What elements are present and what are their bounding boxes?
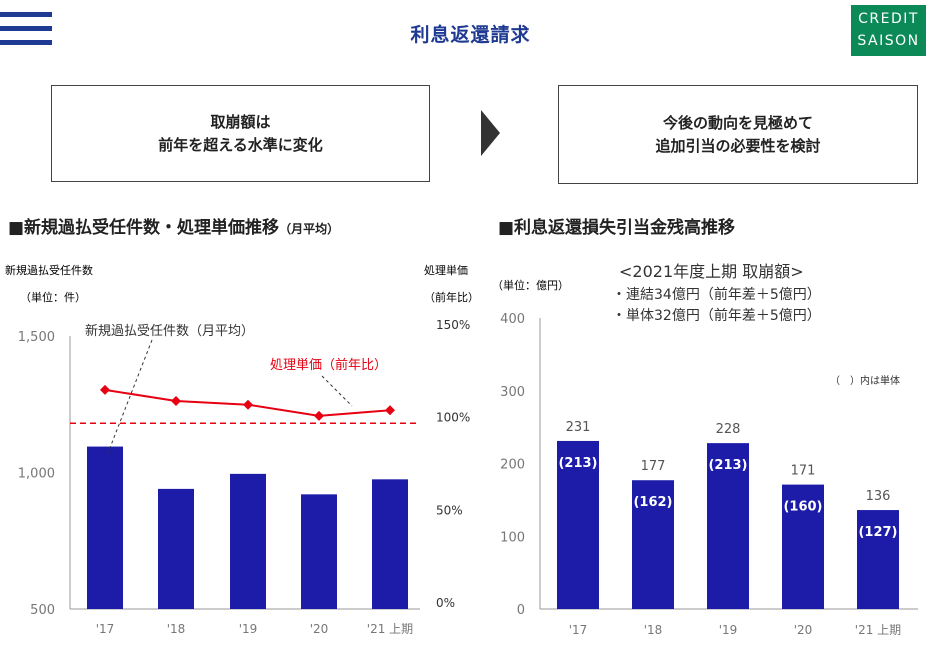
right-annotation-line1: ・連結34億円（前年差＋5億円） [612,286,821,303]
left-section-title: ■新規過払受任件数・処理単価推移（月平均） [8,213,339,238]
summary-left-line1: 取崩額は [210,112,271,131]
left-ytick-label: 500 [30,603,55,618]
right-bar [782,484,824,609]
left-y2label: 処理単価 [424,263,468,277]
summary-right-line2: 追加引当の必要性を検討 [655,136,821,155]
summary-box-right: 今後の動向を見極めて 追加引当の必要性を検討 [558,85,918,184]
right-xtick-label: '17 [569,623,588,637]
right-bar-value-label: 177 [641,459,666,474]
right-bar-inner-label: (160) [783,500,822,515]
right-xtick-label: '20 [794,623,813,637]
left-y2tick-label: 100% [436,411,470,425]
left-bar-label-leader [105,339,153,459]
left-y2label-unit: （前年比） [424,290,479,304]
left-line-marker [314,410,324,421]
left-line-label-leader [321,375,353,407]
right-section-title: ■利息返還損失引当金残高推移 [498,218,736,238]
credit-saison-logo: CREDIT SAISON [851,5,926,56]
left-bar [87,446,123,609]
right-ytick-label: 0 [517,603,525,618]
right-bar [857,510,899,609]
logo-line2: SAISON [857,33,920,49]
summary-right-line1: 今後の動向を見極めて [662,113,813,132]
left-y2tick-label: 50% [436,503,463,517]
left-line-marker [100,384,110,395]
right-annotation-title: <2021年度上期 取崩額> [619,262,804,281]
right-ylabel-unit: （単位：億円） [492,278,569,292]
right-bar-value-label: 171 [791,464,816,479]
left-ytick-label: 1,500 [18,330,55,345]
right-xtick-label: '21 上期 [855,623,901,637]
summary-box-left: 取崩額は 前年を超える水準に変化 [51,85,430,182]
left-line-series-label: 処理単価（前年比） [270,357,387,373]
right-ytick-label: 200 [500,458,525,473]
right-bar-inner-label: (213) [558,456,597,471]
right-bar [557,440,599,609]
left-xtick-label: '17 [96,622,115,636]
left-ylabel-unit: （単位：件） [20,290,86,304]
page-title: 利息返還請求 [410,24,531,46]
right-xtick-label: '19 [719,623,738,637]
left-bar [372,479,408,609]
logo-line1: CREDIT [858,11,919,27]
right-ytick-label: 300 [500,385,525,400]
left-ylabel: 新規過払受任件数 [5,263,93,277]
right-ytick-label: 100 [500,530,525,545]
left-bar [230,473,266,609]
left-ytick-label: 1,000 [18,467,55,482]
left-y2tick-label: 0% [436,596,455,610]
left-xtick-label: '21 上期 [367,622,413,636]
left-xtick-label: '20 [310,622,329,636]
left-section-title-text: ■新規過払受任件数・処理単価推移 [8,218,280,238]
left-bar [158,488,194,609]
right-xtick-label: '18 [644,623,663,637]
right-bar-value-label: 231 [566,420,591,435]
right-bar [707,443,749,609]
right-bar [632,480,674,609]
left-bar [301,494,337,609]
right-note: （ ）内は単体 [830,374,900,387]
left-section-title-suffix: （月平均） [279,222,340,236]
left-y2tick-label: 150% [436,318,470,332]
right-ytick-label: 400 [500,312,525,327]
left-line-marker [385,405,395,416]
left-line-marker [243,399,253,410]
right-arrow-icon [481,110,500,156]
left-xtick-label: '18 [167,622,186,636]
left-xtick-label: '19 [239,622,258,636]
left-bar-series-label: 新規過払受任件数（月平均） [85,323,254,339]
summary-left-line2: 前年を超える水準に変化 [158,135,323,154]
right-bar-value-label: 136 [866,489,891,504]
left-line-marker [171,395,181,406]
right-bar-inner-label: (127) [858,525,897,540]
right-bar-value-label: 228 [716,422,741,437]
right-bar-inner-label: (213) [708,458,747,473]
right-bar-inner-label: (162) [633,495,672,510]
menu-icon[interactable] [0,12,52,46]
right-annotation-line2: ・単体32億円（前年差＋5億円） [612,307,821,324]
